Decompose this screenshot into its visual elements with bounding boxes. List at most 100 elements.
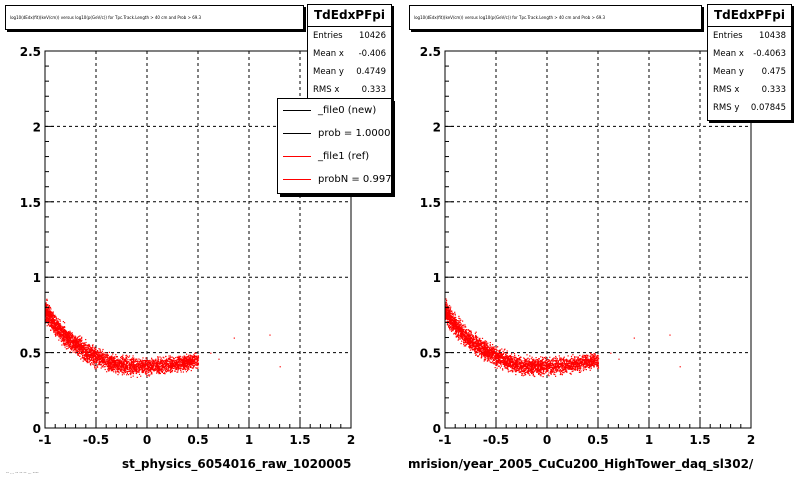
data-point [190,370,192,372]
data-point [115,365,117,367]
data-point [97,350,99,352]
data-point [158,370,161,372]
data-point [69,335,71,337]
data-point [521,374,523,376]
data-point [132,367,134,370]
data-point [69,345,71,348]
data-point [54,315,56,317]
data-point [141,364,143,366]
data-point [48,317,50,319]
data-point [147,368,149,370]
data-point [161,365,164,367]
legend-label: prob = 1.000000 [318,128,391,139]
data-point [114,360,116,362]
data-point [111,361,113,363]
data-point [196,359,198,361]
data-point [124,360,126,362]
data-point [90,356,92,358]
data-point [121,372,123,374]
data-point [193,354,195,356]
data-point [132,355,134,357]
data-point [580,362,582,364]
data-point [87,344,89,346]
data-point [98,357,100,359]
data-point [170,368,172,370]
data-point [471,334,473,336]
data-point [84,344,86,346]
data-point [57,318,59,320]
data-point [122,364,125,366]
data-point [137,371,139,373]
data-point [109,362,111,364]
data-point [45,314,47,316]
data-point [107,367,109,369]
data-point [77,354,79,356]
data-point [172,357,175,359]
data-point [81,356,84,358]
data-point [159,362,161,364]
data-point [162,366,164,368]
data-point [157,368,159,370]
data-point [127,366,129,368]
data-point [155,358,157,360]
data-point [178,360,180,362]
data-point [46,305,48,307]
data-point [188,366,190,368]
data-point [120,356,122,358]
data-point [136,376,138,378]
data-point [53,331,55,333]
data-point [170,366,172,368]
data-point [167,368,169,370]
data-point [97,358,99,360]
data-point [178,368,180,370]
data-point [55,326,57,328]
data-point [176,364,178,366]
data-point [107,366,109,368]
data-point [79,340,81,342]
data-point [93,364,95,366]
data-point [61,339,64,342]
data-point [485,347,487,349]
data-point [71,333,73,335]
data-point [77,346,79,348]
data-point [108,369,110,371]
data-point [50,308,52,310]
data-point [157,356,159,358]
data-point [48,308,50,310]
data-point [575,359,577,361]
data-point [552,364,554,366]
data-point [528,368,530,370]
data-point [135,372,137,374]
data-point [448,310,450,312]
data-point [161,369,163,371]
data-point [95,358,97,360]
data-point [120,361,122,363]
data-point [61,338,64,340]
data-point [174,359,176,361]
data-point [80,352,82,355]
data-point [159,364,161,366]
data-point [110,356,112,358]
data-point [66,331,68,333]
data-point [98,356,101,358]
data-point [61,329,63,331]
data-point [126,365,129,367]
data-point [575,364,577,366]
data-point [192,359,194,361]
data-point [75,345,77,347]
data-point [110,366,112,368]
data-point [196,357,198,359]
data-point [141,367,143,369]
data-point [545,363,547,365]
data-point [183,358,186,360]
data-point [75,349,77,351]
data-point [178,357,180,359]
data-point [78,339,80,341]
data-point [69,339,71,342]
data-point [51,326,53,328]
data-point [93,356,95,358]
data-point [56,332,58,334]
data-point [188,362,190,364]
data-point [154,365,156,367]
data-point [94,355,96,357]
